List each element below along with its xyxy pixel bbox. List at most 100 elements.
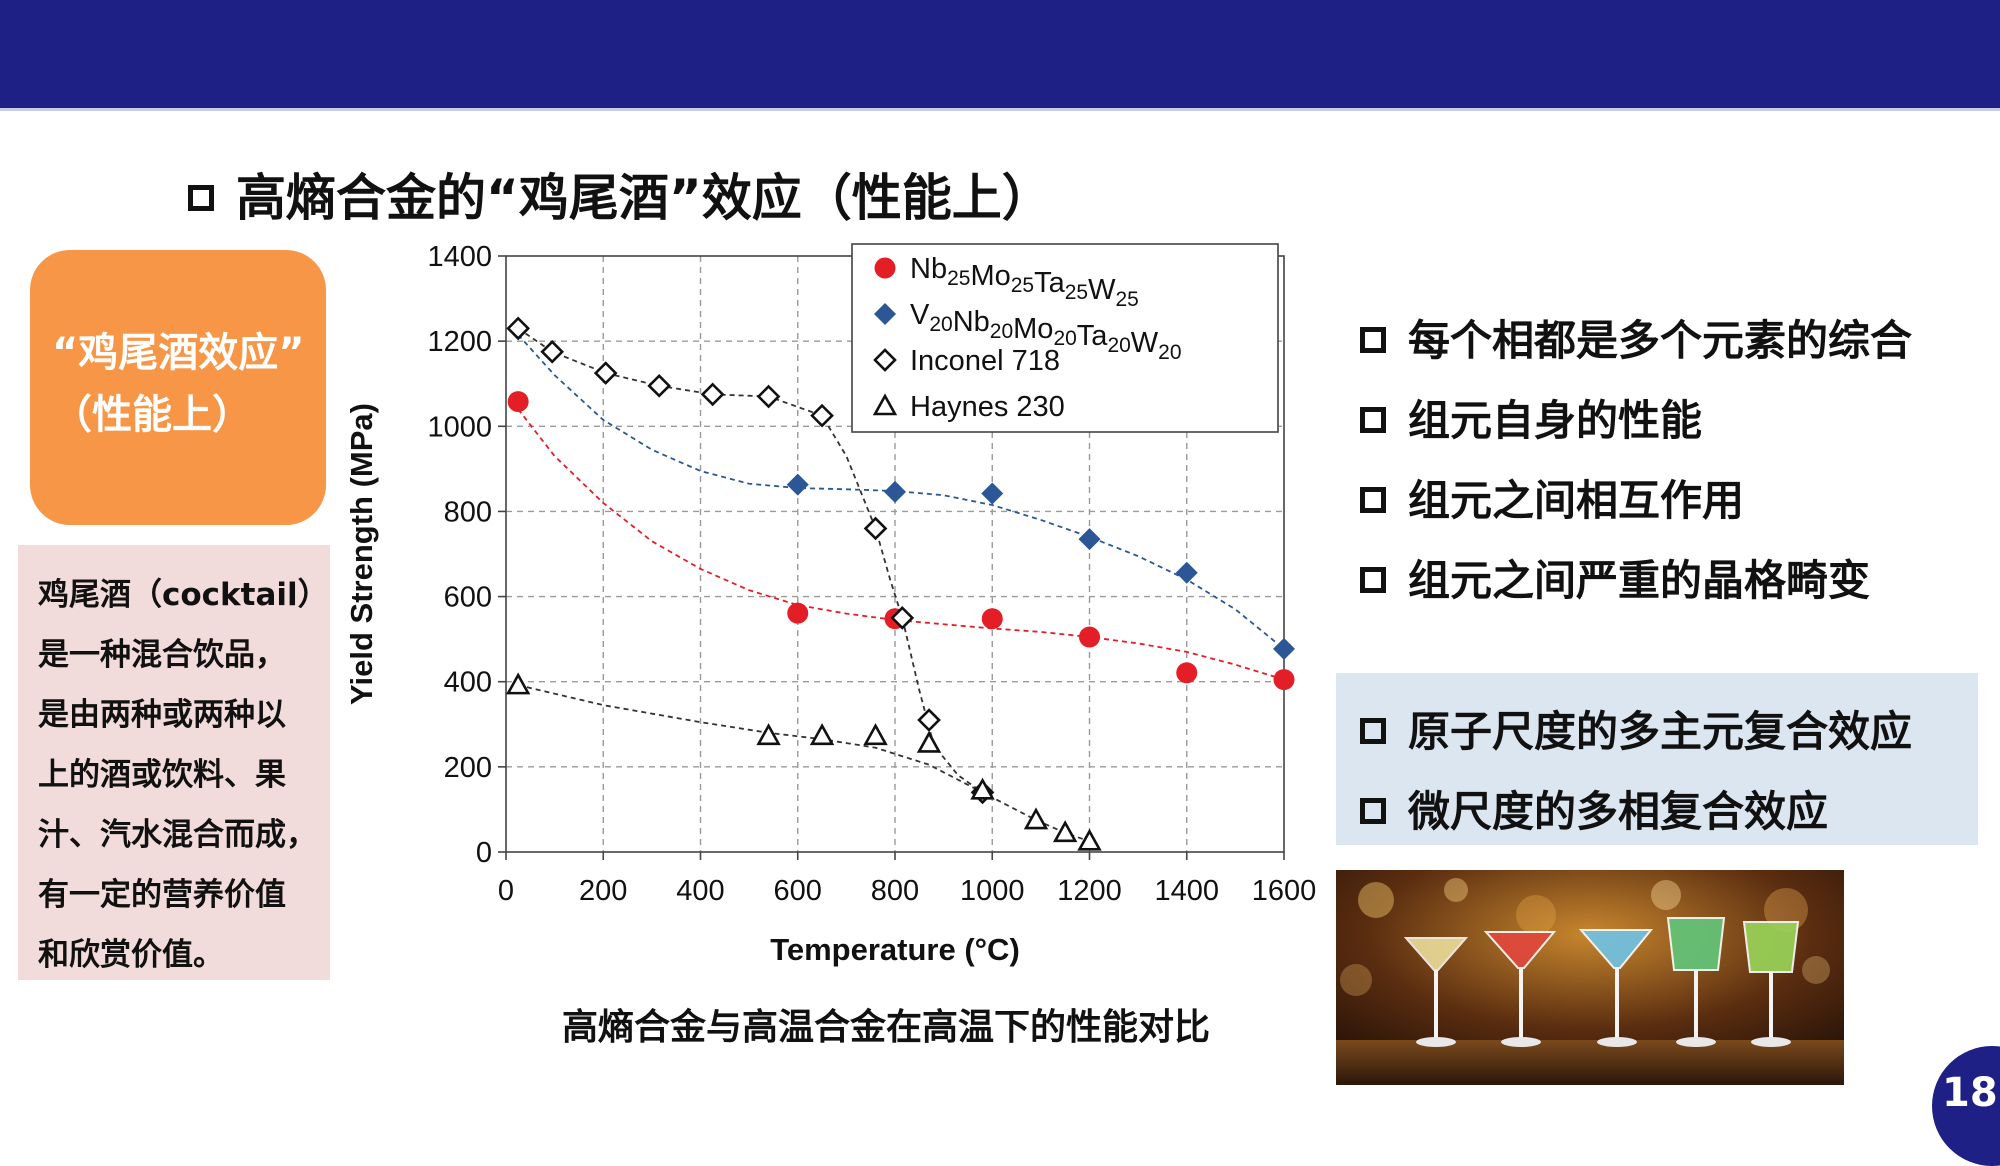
data-point <box>1023 807 1049 830</box>
header-divider <box>0 108 2000 111</box>
y-tick-label: 1200 <box>427 326 492 358</box>
page-number: 18 <box>1942 1070 1998 1116</box>
checkbox-square-icon <box>1360 486 1386 513</box>
data-point <box>505 672 531 695</box>
composite-effect-box: 原子尺度的多主元复合效应 微尺度的多相复合效应 <box>1336 673 1978 845</box>
data-point <box>647 374 672 398</box>
series-trend-line <box>517 684 1090 843</box>
definition-line: 和欣赏价值。 <box>38 937 224 973</box>
y-axis-label: Yield Strength (MPa) <box>344 403 379 705</box>
x-tick-label: 200 <box>579 875 627 907</box>
data-point <box>809 723 835 746</box>
data-point <box>884 480 906 503</box>
data-point <box>507 391 529 413</box>
mechanism-bullet-list: 每个相都是多个元素的综合 组元自身的性能 组元之间相互作用 组元之间严重的晶格畸… <box>1360 306 1912 626</box>
cocktail-glasses-image <box>1336 870 1844 1085</box>
bullet-item: 组元之间相互作用 <box>1360 466 1912 546</box>
x-tick-label: 1200 <box>1057 875 1122 907</box>
legend-label-haynes: Haynes 230 <box>910 391 1065 423</box>
checkbox-square-icon <box>1360 406 1386 433</box>
cocktail-definition-box: 鸡尾酒（cocktail） 是一种混合饮品， 是由两种或两种以 上的酒或饮料、果… <box>18 545 330 980</box>
x-tick-label: 600 <box>774 875 822 907</box>
data-point <box>810 403 834 428</box>
legend-marker <box>874 303 896 325</box>
definition-line: 汁、汽水混合而成， <box>38 817 317 853</box>
definition-line: 有一定的营养价值 <box>38 877 286 913</box>
definition-line: 上的酒或饮料、果 <box>38 757 286 793</box>
data-point <box>981 608 1003 630</box>
x-tick-label: 400 <box>676 875 724 907</box>
data-point <box>540 339 565 364</box>
bullet-text: 组元自身的性能 <box>1408 396 1703 445</box>
data-point <box>981 482 1004 505</box>
chart-legend: Nb25Mo25Ta25W25V20Nb20Mo20Ta20W20Inconel… <box>851 243 1279 433</box>
bullet-item: 组元自身的性能 <box>1360 386 1912 466</box>
checkbox-square-icon <box>1360 326 1386 353</box>
x-tick-label: 800 <box>871 875 919 907</box>
bullet-text: 每个相都是多个元素的综合 <box>1408 316 1913 365</box>
bullet-text: 原子尺度的多主元复合效应 <box>1408 707 1913 756</box>
x-tick-label: 0 <box>498 875 514 907</box>
data-point <box>1052 820 1078 843</box>
x-axis-label: Temperature (°C) <box>770 932 1020 967</box>
slide-title: 高熵合金的“鸡尾酒”效应（性能上） <box>188 158 1052 230</box>
data-point <box>1273 669 1295 691</box>
bullet-item: 组元之间严重的晶格畸变 <box>1360 546 1912 626</box>
data-point <box>1079 626 1100 648</box>
data-point <box>890 606 915 630</box>
yield-strength-chart: 0 200 400 600 800 1000 1200 1400 1600 0 200 400 600 8… <box>344 241 1317 967</box>
bullet-item: 每个相都是多个元素的综合 <box>1360 306 1912 386</box>
bullet-text: 组元之间相互作用 <box>1408 476 1745 525</box>
y-tick-label: 200 <box>444 752 492 784</box>
cocktail-effect-callout: “鸡尾酒效应” （性能上） <box>30 250 326 525</box>
data-point <box>593 361 618 385</box>
data-point <box>916 730 942 753</box>
x-tick-label: 1600 <box>1252 875 1317 907</box>
y-tick-label: 600 <box>444 582 492 614</box>
data-point <box>756 384 781 409</box>
x-tick-label: 1000 <box>960 875 1025 907</box>
x-tick-label: 1400 <box>1154 875 1219 907</box>
data-point <box>1175 561 1198 584</box>
data-point <box>786 473 809 496</box>
legend-label-vnbmotaw: V20Nb20Mo20Ta20W20 <box>910 299 1182 364</box>
legend-marker <box>872 393 898 416</box>
bullet-text: 组元之间严重的晶格畸变 <box>1408 556 1871 605</box>
chart-caption: 高熵合金与高温合金在高温下的性能对比 <box>562 1007 1211 1048</box>
y-tick-label: 400 <box>444 667 492 699</box>
bullet-item: 原子尺度的多主元复合效应 <box>1360 697 1978 777</box>
data-point <box>917 708 941 732</box>
legend-marker <box>873 348 897 372</box>
callout-line-1: “鸡尾酒效应” <box>52 330 305 376</box>
checkbox-square-icon <box>1360 717 1386 744</box>
definition-line: 鸡尾酒（cocktail） <box>38 577 329 613</box>
y-tick-label: 800 <box>444 496 492 528</box>
definition-line: 是由两种或两种以 <box>38 697 286 733</box>
data-point <box>1077 828 1102 851</box>
data-point <box>756 723 781 746</box>
legend-box <box>851 243 1279 433</box>
checkbox-square-icon <box>188 184 214 211</box>
bullet-item: 微尺度的多相复合效应 <box>1360 777 1978 857</box>
bullet-text: 微尺度的多相复合效应 <box>1408 787 1829 836</box>
data-point <box>506 316 530 341</box>
data-point <box>863 516 888 541</box>
checkbox-square-icon <box>1360 797 1386 824</box>
checkbox-square-icon <box>1360 566 1386 593</box>
series-trend-line <box>517 408 1285 681</box>
y-tick-label: 1400 <box>427 241 492 273</box>
y-tick-label: 0 <box>476 837 492 869</box>
legend-label-nbmotaw: Nb25Mo25Ta25W25 <box>910 253 1139 311</box>
data-point <box>1078 528 1101 551</box>
header-band <box>0 0 2000 108</box>
definition-line: 是一种混合饮品， <box>38 637 286 673</box>
data-point <box>1176 662 1198 684</box>
data-point <box>787 602 809 624</box>
data-point <box>863 723 888 746</box>
slide-title-text: 高熵合金的“鸡尾酒”效应（性能上） <box>236 169 1052 227</box>
legend-marker <box>874 257 896 279</box>
data-point <box>700 382 725 407</box>
legend-label-inconel: Inconel 718 <box>910 345 1060 377</box>
callout-line-2: （性能上） <box>52 392 252 438</box>
y-tick-label: 1000 <box>427 411 492 443</box>
